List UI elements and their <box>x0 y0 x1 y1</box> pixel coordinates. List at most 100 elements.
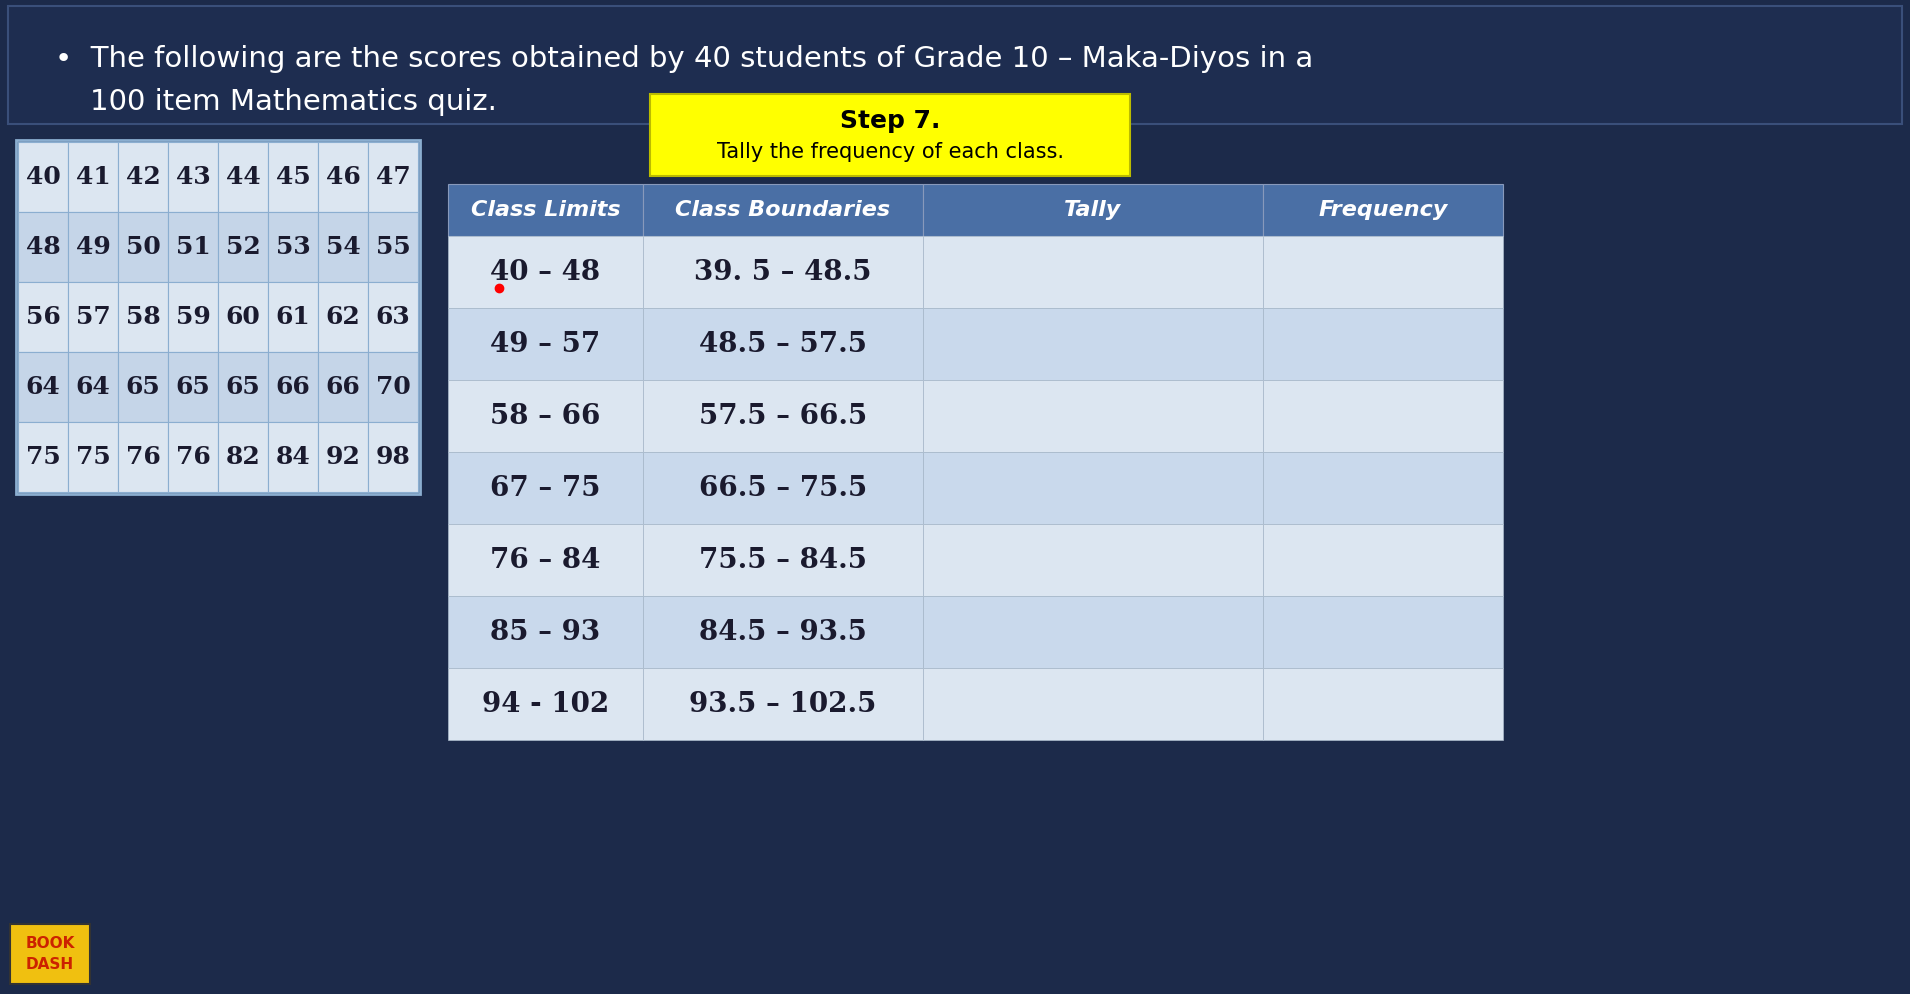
Bar <box>1263 596 1503 668</box>
Bar <box>17 142 69 212</box>
Bar <box>118 142 168 212</box>
Bar <box>267 422 317 492</box>
Bar <box>218 422 267 492</box>
Text: 49: 49 <box>76 235 111 259</box>
Bar <box>644 380 923 452</box>
Bar <box>1263 236 1503 308</box>
Bar <box>449 452 644 524</box>
Bar <box>449 308 644 380</box>
Bar <box>317 282 369 352</box>
Text: Class Limits: Class Limits <box>470 200 621 220</box>
Bar <box>168 142 218 212</box>
Bar <box>118 212 168 282</box>
Bar <box>118 422 168 492</box>
Text: 48: 48 <box>25 235 61 259</box>
Text: 100 item Mathematics quiz.: 100 item Mathematics quiz. <box>90 88 497 116</box>
Bar <box>168 422 218 492</box>
Text: 76: 76 <box>176 445 210 469</box>
Bar <box>17 212 69 282</box>
Text: 93.5 – 102.5: 93.5 – 102.5 <box>690 691 877 718</box>
Text: 40: 40 <box>25 165 61 189</box>
Bar <box>923 452 1263 524</box>
Text: 57.5 – 66.5: 57.5 – 66.5 <box>699 403 867 429</box>
Bar <box>218 142 267 212</box>
Bar <box>317 422 369 492</box>
Bar <box>1263 524 1503 596</box>
Text: 53: 53 <box>275 235 309 259</box>
Bar <box>449 184 644 236</box>
Bar <box>118 352 168 422</box>
Bar <box>267 142 317 212</box>
Bar <box>369 282 418 352</box>
Text: 49 – 57: 49 – 57 <box>491 330 600 358</box>
Text: Frequency: Frequency <box>1318 200 1448 220</box>
Bar <box>15 140 420 494</box>
Bar <box>923 380 1263 452</box>
Bar <box>218 212 267 282</box>
Bar <box>8 6 1902 124</box>
Text: 61: 61 <box>275 305 309 329</box>
Text: Step 7.: Step 7. <box>840 109 940 133</box>
Text: 98: 98 <box>376 445 411 469</box>
Text: 67 – 75: 67 – 75 <box>491 474 602 502</box>
Bar <box>118 282 168 352</box>
Text: 65: 65 <box>126 375 160 399</box>
Text: 75.5 – 84.5: 75.5 – 84.5 <box>699 547 867 574</box>
Bar <box>923 308 1263 380</box>
Bar <box>17 422 69 492</box>
Text: 84.5 – 93.5: 84.5 – 93.5 <box>699 618 867 645</box>
Text: 70: 70 <box>376 375 411 399</box>
Text: 66: 66 <box>275 375 309 399</box>
Bar <box>449 668 644 740</box>
Text: 42: 42 <box>126 165 160 189</box>
Text: 41: 41 <box>76 165 111 189</box>
Text: 59: 59 <box>176 305 210 329</box>
Text: 64: 64 <box>25 375 61 399</box>
Bar <box>644 596 923 668</box>
Text: 40 – 48: 40 – 48 <box>491 258 600 285</box>
Text: 94 - 102: 94 - 102 <box>481 691 609 718</box>
Text: 66: 66 <box>325 375 361 399</box>
Bar <box>923 184 1263 236</box>
Bar <box>218 282 267 352</box>
Text: 82: 82 <box>225 445 260 469</box>
Text: 75: 75 <box>25 445 61 469</box>
Bar <box>267 352 317 422</box>
Bar <box>267 212 317 282</box>
Text: 39. 5 – 48.5: 39. 5 – 48.5 <box>693 258 871 285</box>
Text: 54: 54 <box>325 235 361 259</box>
Text: DASH: DASH <box>27 957 74 972</box>
Text: 60: 60 <box>225 305 260 329</box>
Bar <box>449 596 644 668</box>
Bar <box>649 94 1131 176</box>
Bar <box>923 524 1263 596</box>
Bar <box>69 352 118 422</box>
Bar <box>1263 380 1503 452</box>
Text: 57: 57 <box>76 305 111 329</box>
Text: 52: 52 <box>225 235 260 259</box>
Text: 65: 65 <box>176 375 210 399</box>
Text: 64: 64 <box>76 375 111 399</box>
Text: 43: 43 <box>176 165 210 189</box>
Text: 47: 47 <box>376 165 411 189</box>
Bar <box>369 352 418 422</box>
Text: 58 – 66: 58 – 66 <box>491 403 600 429</box>
Text: 51: 51 <box>176 235 210 259</box>
Text: 92: 92 <box>325 445 361 469</box>
Text: 48.5 – 57.5: 48.5 – 57.5 <box>699 330 867 358</box>
Text: Tally: Tally <box>1064 200 1121 220</box>
Bar <box>1263 184 1503 236</box>
Bar <box>923 668 1263 740</box>
Bar <box>644 236 923 308</box>
Text: Tally the frequency of each class.: Tally the frequency of each class. <box>716 142 1064 162</box>
Bar <box>644 524 923 596</box>
Bar <box>317 142 369 212</box>
Bar <box>69 212 118 282</box>
Bar <box>449 380 644 452</box>
Text: 46: 46 <box>325 165 361 189</box>
Bar <box>644 184 923 236</box>
Bar <box>449 524 644 596</box>
Bar <box>168 282 218 352</box>
Text: 56: 56 <box>25 305 61 329</box>
Text: 85 – 93: 85 – 93 <box>491 618 600 645</box>
